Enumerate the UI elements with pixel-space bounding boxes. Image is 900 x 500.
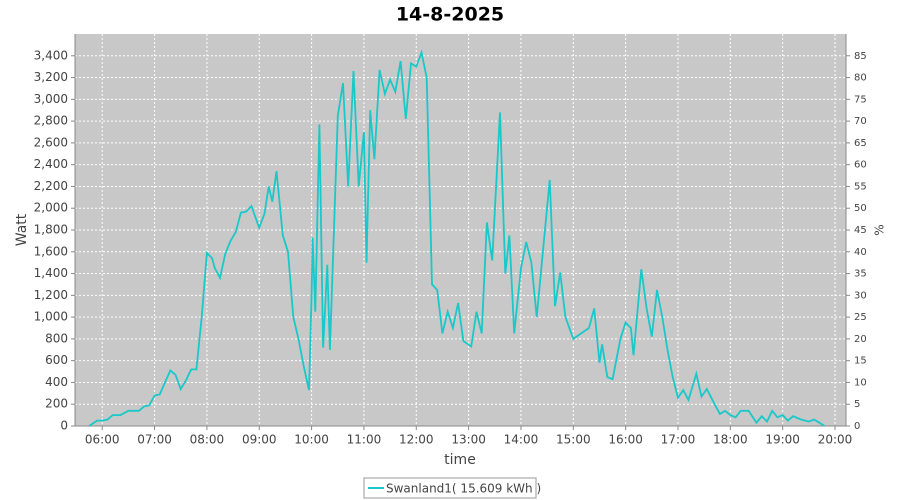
x-tick-label: 15:00: [556, 433, 591, 447]
legend-label: Swanland1( 15.609 kWh ): [386, 482, 541, 496]
x-tick-label: 10:00: [294, 433, 329, 447]
y-tick-label: 3,000: [34, 92, 68, 106]
y-tick-label: 3,400: [34, 48, 68, 62]
y-tick-label: 1,600: [34, 244, 68, 258]
y2-tick-label: 30: [854, 290, 867, 301]
y-tick-label: 2,600: [34, 135, 68, 149]
y-tick-label: 3,200: [34, 70, 68, 84]
y2-tick-label: 60: [854, 160, 867, 171]
x-tick-label: 08:00: [190, 433, 225, 447]
y2-tick-label: 70: [854, 116, 867, 127]
y2-tick-label: 40: [854, 247, 867, 258]
y-tick-label: 1,200: [34, 288, 68, 302]
y-tick-label: 1,000: [34, 310, 68, 324]
y2-tick-label: 80: [854, 73, 867, 84]
x-tick-label: 18:00: [713, 433, 748, 447]
y2-tick-label: 65: [854, 138, 867, 149]
y-tick-label: 1,800: [34, 223, 68, 237]
y2-tick-label: 50: [854, 203, 867, 214]
y-tick-label: 1,400: [34, 266, 68, 280]
y2-tick-label: 5: [854, 399, 860, 410]
x-tick-label: 06:00: [85, 433, 120, 447]
y-tick-label: 400: [45, 375, 68, 389]
x-tick-label: 09:00: [242, 433, 277, 447]
y-tick-label: 0: [60, 419, 68, 433]
x-tick-label: 17:00: [661, 433, 696, 447]
chart-title: 14-8-2025: [396, 4, 504, 26]
y2-tick-label: 75: [854, 94, 867, 105]
y-tick-label: 2,200: [34, 179, 68, 193]
x-tick-label: 14:00: [504, 433, 539, 447]
x-tick-label: 16:00: [608, 433, 643, 447]
data-line: [88, 49, 825, 427]
y2-tick-label: 85: [854, 51, 867, 62]
x-axis-label: time: [444, 452, 476, 468]
x-tick-label: 11:00: [347, 433, 382, 447]
x-tick-label: 20:00: [818, 433, 853, 447]
y-tick-label: 2,400: [34, 157, 68, 171]
y-tick-label: 600: [45, 353, 68, 367]
y2-tick-label: 25: [854, 312, 867, 323]
x-tick-label: 12:00: [399, 433, 434, 447]
y-axis-label: Watt: [14, 213, 30, 246]
x-tick-label: 19:00: [765, 433, 800, 447]
x-tick-label: 07:00: [137, 433, 172, 447]
y2-tick-label: 0: [854, 421, 860, 432]
y2-tick-label: 20: [854, 334, 867, 345]
y2-tick-label: 15: [854, 356, 867, 367]
y-tick-label: 2,800: [34, 114, 68, 128]
y2-tick-label: 35: [854, 269, 867, 280]
y-tick-label: 200: [45, 397, 68, 411]
y2-tick-label: 10: [854, 377, 867, 388]
x-tick-label: 13:00: [451, 433, 486, 447]
y-tick-label: 800: [45, 331, 68, 345]
y2-tick-label: 45: [854, 225, 867, 236]
legend: [363, 477, 537, 499]
y2-tick-label: 55: [854, 181, 867, 192]
y-tick-label: 2,000: [34, 201, 68, 215]
y2-axis-label: %: [873, 224, 887, 235]
